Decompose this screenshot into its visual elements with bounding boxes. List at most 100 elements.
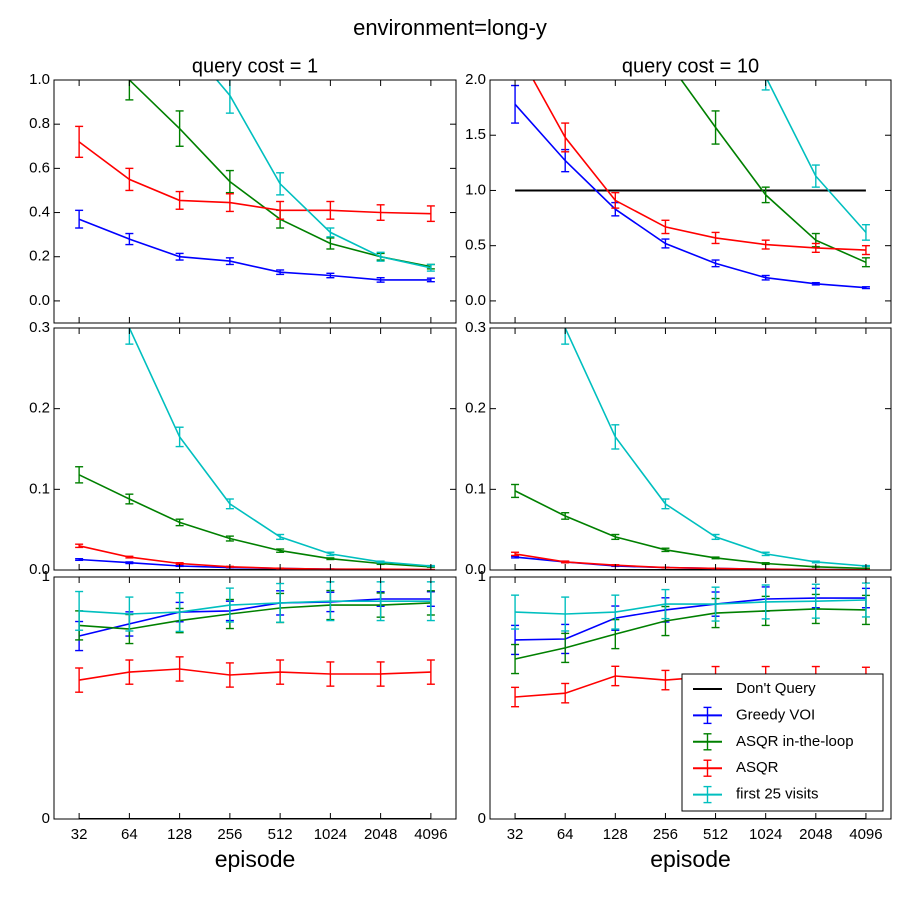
error-bar <box>426 277 435 283</box>
y-tick-label: 0 <box>42 810 50 827</box>
y-tick-label: 0.3 <box>29 319 50 336</box>
error-bar <box>175 518 184 527</box>
series-line <box>78 218 431 281</box>
error-bar <box>75 466 84 484</box>
x-tick-label: 128 <box>603 826 628 843</box>
plot-area <box>511 328 870 570</box>
x-tick-label: 128 <box>167 826 192 843</box>
plot-area <box>511 80 870 290</box>
error-bar <box>611 533 620 541</box>
subplot-title: query cost = 1 <box>192 55 318 77</box>
legend: Don't Query Greedy VOI ASQR in-the-loop ASQ… <box>681 673 884 812</box>
y-tick-label: 0.6 <box>29 159 50 176</box>
x-tick-label: 256 <box>653 826 678 843</box>
error-bar <box>75 667 84 693</box>
error-bar <box>276 172 285 196</box>
legend-label: ASQR <box>736 759 779 776</box>
error-bar <box>861 223 870 241</box>
x-tick-label: 2048 <box>799 826 832 843</box>
x-tick-label: 4096 <box>414 826 447 843</box>
y-tick-label: 1.0 <box>29 71 50 88</box>
error-bar <box>125 596 134 632</box>
error-bar <box>75 125 84 159</box>
error-bar <box>225 257 234 266</box>
error-bar <box>225 498 234 510</box>
error-bar <box>276 269 285 276</box>
x-tick-label: 2048 <box>364 826 397 843</box>
plot-area <box>75 80 435 283</box>
error-bar <box>225 535 234 542</box>
axes-frame <box>53 327 457 571</box>
y-tick-label: 0.1 <box>29 480 50 497</box>
error-bar <box>661 238 670 249</box>
series-line <box>532 80 866 251</box>
series-line <box>78 545 431 570</box>
error-bar <box>561 682 570 704</box>
error-bar <box>861 286 870 290</box>
error-bar <box>561 512 570 520</box>
series-line <box>515 599 866 615</box>
series-line <box>515 597 866 641</box>
x-axis-label: episode <box>215 846 296 872</box>
series-line <box>78 474 431 568</box>
y-tick-label: 2.0 <box>465 71 486 88</box>
error-bar <box>511 555 520 559</box>
error-bar <box>561 632 570 664</box>
y-tick-label: 1 <box>478 568 486 585</box>
error-bar <box>326 237 335 250</box>
y-tick-label: 0.0 <box>465 561 486 578</box>
axes-frame <box>53 79 457 324</box>
y-tick-label: 1.5 <box>465 126 486 143</box>
error-bar <box>175 252 184 261</box>
series-line <box>79 602 431 630</box>
error-bar <box>376 277 385 283</box>
error-bar <box>711 259 720 268</box>
x-tick-label: 512 <box>268 826 293 843</box>
error-bar <box>661 588 670 620</box>
error-bar <box>811 281 820 286</box>
x-tick-label: 1024 <box>749 826 782 843</box>
series-line <box>680 80 867 264</box>
error-bar <box>611 665 620 687</box>
series-line <box>215 80 432 269</box>
error-bar <box>861 582 870 618</box>
error-bar <box>125 561 134 565</box>
error-bar <box>711 231 720 245</box>
legend-label: Greedy VOI <box>736 706 815 723</box>
series-line <box>514 490 866 570</box>
series-line <box>78 598 431 637</box>
axes-frame <box>489 576 892 820</box>
error-bar <box>125 328 134 345</box>
error-bar <box>75 543 84 549</box>
error-bar <box>175 426 184 448</box>
error-bar <box>426 205 435 223</box>
error-bar <box>326 272 335 279</box>
error-bar <box>276 548 285 553</box>
y-tick-label: 0.8 <box>29 115 50 132</box>
error-bar <box>711 586 720 622</box>
error-bar <box>861 257 870 268</box>
error-bar <box>561 328 570 345</box>
error-bar <box>175 110 184 147</box>
y-tick-label: 0.3 <box>465 319 486 336</box>
error-bar <box>276 533 285 541</box>
error-bar <box>326 200 335 220</box>
error-bar <box>661 669 670 691</box>
error-bar <box>761 274 770 281</box>
legend-label: first 25 visits <box>736 786 819 803</box>
error-bar <box>125 232 134 246</box>
x-tick-label: 4096 <box>849 826 882 843</box>
error-bar <box>811 560 820 564</box>
error-bar <box>125 493 134 505</box>
series-line <box>514 103 866 289</box>
y-tick-label: 1.0 <box>465 181 486 198</box>
error-bar <box>225 193 234 213</box>
x-tick-label: 32 <box>507 826 524 843</box>
error-bar <box>711 110 720 145</box>
error-bar <box>125 555 134 559</box>
error-bar <box>125 659 134 685</box>
series-line <box>766 80 867 233</box>
series-line <box>128 80 432 268</box>
error-bar <box>276 582 285 623</box>
error-bar <box>426 263 435 272</box>
